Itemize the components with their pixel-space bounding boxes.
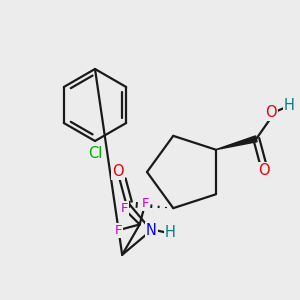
Polygon shape xyxy=(216,136,257,150)
Text: H: H xyxy=(284,98,295,113)
Text: N: N xyxy=(146,223,157,238)
Text: F: F xyxy=(120,202,128,215)
Text: F: F xyxy=(115,224,122,237)
Text: O: O xyxy=(112,164,124,179)
Text: H: H xyxy=(165,225,176,240)
Text: O: O xyxy=(266,105,277,120)
Text: Cl: Cl xyxy=(88,146,102,160)
Text: F: F xyxy=(142,197,149,210)
Text: O: O xyxy=(258,163,269,178)
